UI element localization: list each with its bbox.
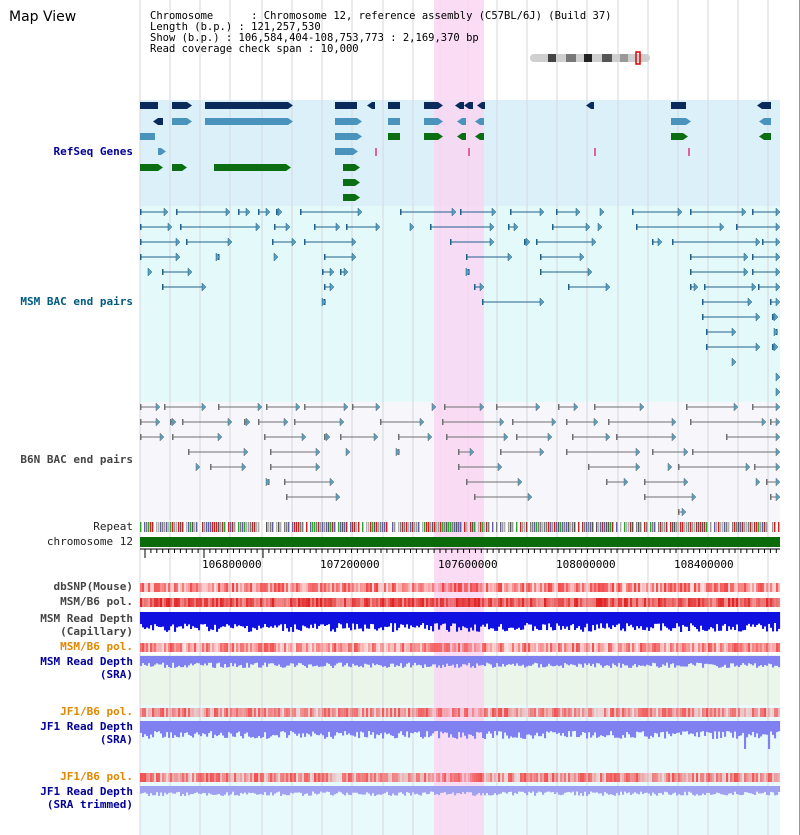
msm-bac-track-label[interactable]: MSM BAC end pairs <box>20 295 133 308</box>
axis-tick-label: 108000000 <box>556 558 616 571</box>
jf1-read-depth-sra-sublabel[interactable]: (SRA) <box>99 733 133 746</box>
gene-feature[interactable] <box>140 164 158 171</box>
msm-b6-pol-label[interactable]: MSM/B6 pol. <box>60 595 133 608</box>
jf1-read-depth-trimmed-label[interactable]: JF1 Read Depth <box>40 785 133 798</box>
gene-feature[interactable] <box>388 102 400 109</box>
gene-feature[interactable] <box>343 164 355 171</box>
region-info: Chromosome : Chromosome 12, reference as… <box>150 11 611 55</box>
chromosome-track-label[interactable]: chromosome 12 <box>46 535 133 548</box>
refseq-genes-track[interactable] <box>140 102 771 201</box>
repeat-track[interactable] <box>140 522 780 532</box>
gene-feature[interactable] <box>388 118 400 125</box>
jf1-b6-pol-trimmed-label[interactable]: JF1/B6 pol. <box>60 770 133 783</box>
gene-feature[interactable] <box>140 102 158 109</box>
axis-tick-label: 107600000 <box>438 558 498 571</box>
axis-tick-label: 106800000 <box>202 558 262 571</box>
gene-marker[interactable] <box>688 148 690 156</box>
jf1-read-depth-trimmed-sublabel[interactable]: (SRA trimmed) <box>46 798 133 811</box>
b6n-bac-track[interactable] <box>140 402 781 517</box>
gene-feature[interactable] <box>469 102 473 109</box>
gene-feature[interactable] <box>482 102 485 109</box>
gene-feature[interactable] <box>140 133 155 140</box>
gene-feature[interactable] <box>205 102 288 109</box>
repeat-track-label[interactable]: Repeat <box>93 520 133 533</box>
gene-feature[interactable] <box>372 102 375 109</box>
gene-feature[interactable] <box>158 118 163 125</box>
gene-feature[interactable] <box>462 133 466 140</box>
gene-feature[interactable] <box>335 102 357 109</box>
signal-tracks[interactable] <box>140 583 781 796</box>
gene-feature[interactable] <box>172 164 182 171</box>
msm-bac-track[interactable] <box>140 207 781 397</box>
gene-feature[interactable] <box>214 164 286 171</box>
gene-feature[interactable] <box>343 194 355 201</box>
selected-region-highlight[interactable] <box>434 0 484 835</box>
gene-feature[interactable] <box>205 118 288 125</box>
gene-marker[interactable] <box>594 148 596 156</box>
gene-feature[interactable] <box>480 133 484 140</box>
gene-feature[interactable] <box>460 102 464 109</box>
msm-read-depth-sra-label[interactable]: MSM Read Depth <box>40 655 133 668</box>
axis-tick-label: 107200000 <box>320 558 380 571</box>
gene-feature[interactable] <box>671 102 686 109</box>
position-axis: 106800000 107200000 107600000 108000000 1084… <box>140 548 780 571</box>
gene-marker[interactable] <box>468 148 470 156</box>
dbsnp-track-label[interactable]: dbSNP(Mouse) <box>53 580 133 593</box>
gene-feature[interactable] <box>335 148 353 155</box>
refseq-track-label[interactable]: RefSeq Genes <box>53 145 133 158</box>
gene-feature[interactable] <box>424 133 438 140</box>
gene-feature[interactable] <box>764 133 771 140</box>
page-title: Map View <box>9 9 77 25</box>
jf1-b6-pol-label[interactable]: JF1/B6 pol. <box>60 705 133 718</box>
gene-feature[interactable] <box>424 118 438 125</box>
gene-feature[interactable] <box>462 118 466 125</box>
gene-feature[interactable] <box>764 118 771 125</box>
gene-feature[interactable] <box>762 102 771 109</box>
gene-feature[interactable] <box>335 133 357 140</box>
show-line: Show (b.p.) : 106,584,404-108,753,773 : … <box>150 32 479 44</box>
gene-feature[interactable] <box>335 118 357 125</box>
gene-feature[interactable] <box>424 102 438 109</box>
gene-marker[interactable] <box>375 148 377 156</box>
msm-b6-pol-sra-label[interactable]: MSM/B6 pol. <box>60 640 133 653</box>
msm-read-depth-capillary-label[interactable]: MSM Read Depth <box>40 612 133 625</box>
gene-feature[interactable] <box>671 133 683 140</box>
length-line: Length (b.p.) : 121,257,530 <box>150 21 321 33</box>
gene-feature[interactable] <box>172 118 187 125</box>
gene-feature[interactable] <box>388 133 400 140</box>
gene-feature[interactable] <box>172 102 187 109</box>
chromosome-ideogram[interactable] <box>530 51 650 65</box>
b6n-bac-track-label[interactable]: B6N BAC end pairs <box>20 453 133 466</box>
axis-tick-label: 108400000 <box>674 558 734 571</box>
gene-feature[interactable] <box>343 179 355 186</box>
coverage-line: Read coverage check span : 10,000 <box>150 43 359 55</box>
msm-read-depth-sra-sublabel[interactable]: (SRA) <box>99 668 133 681</box>
gene-feature[interactable] <box>480 118 484 125</box>
chromosome-line: Chromosome : Chromosome 12, reference as… <box>150 10 612 22</box>
gene-feature[interactable] <box>591 102 594 109</box>
chromosome-bar[interactable] <box>140 537 780 547</box>
gene-feature[interactable] <box>158 148 161 155</box>
jf1-read-depth-sra-label[interactable]: JF1 Read Depth <box>40 720 133 733</box>
gene-feature[interactable] <box>671 118 686 125</box>
msm-read-depth-capillary-sublabel[interactable]: (Capillary) <box>60 625 133 638</box>
